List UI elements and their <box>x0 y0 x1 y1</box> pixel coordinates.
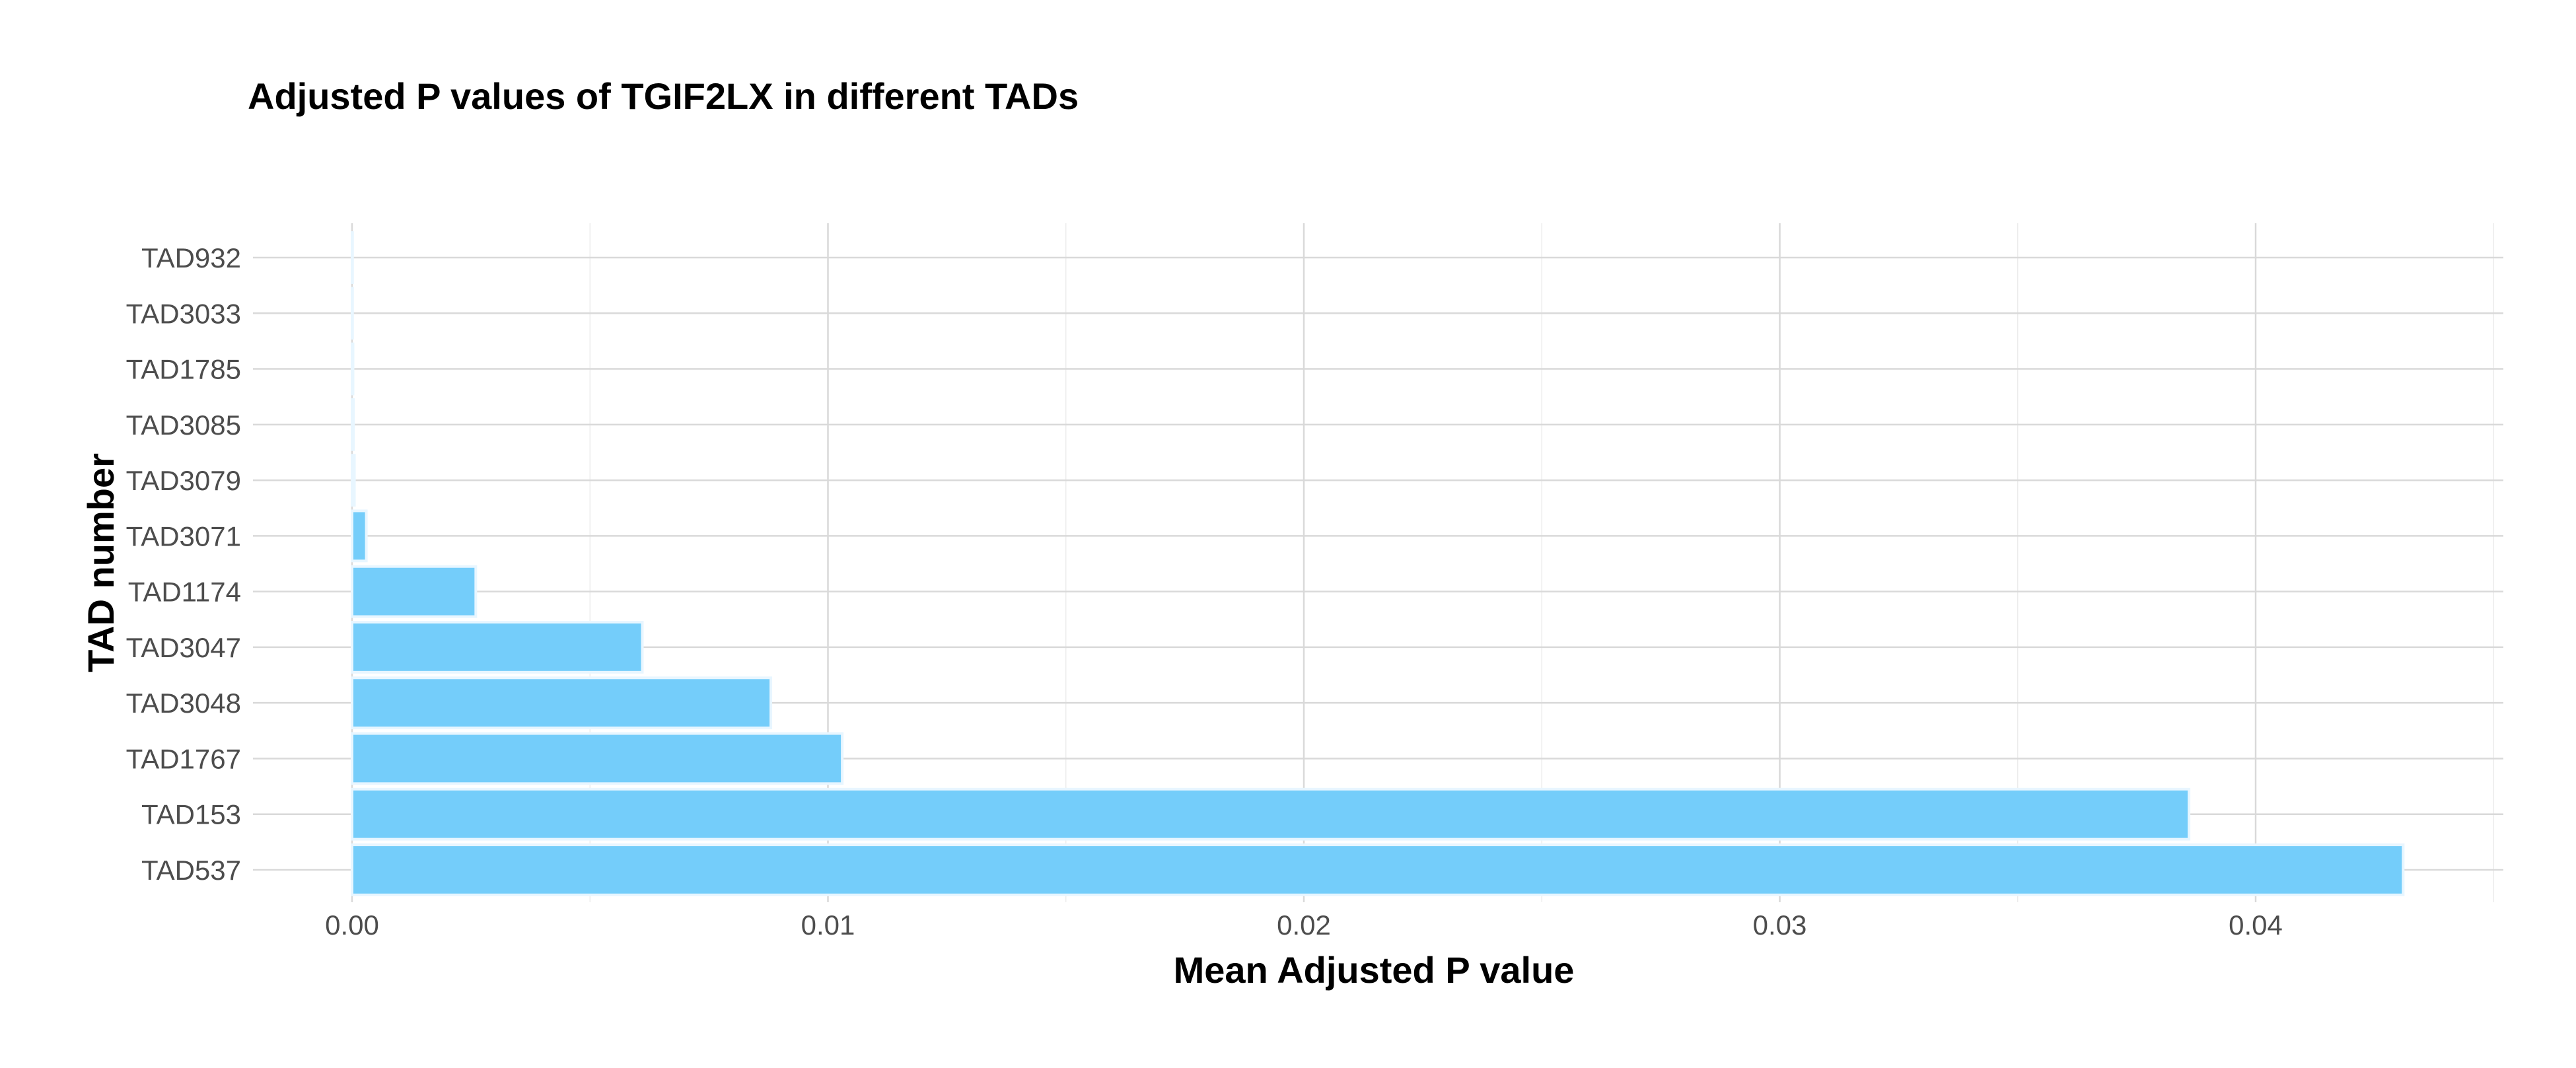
y-tick-label-TAD3047: TAD3047 <box>126 632 241 663</box>
x-tick-labels: 0.00 0.01 0.02 0.03 0.04 <box>325 909 2283 941</box>
y-tick-label-TAD3048: TAD3048 <box>126 688 241 719</box>
x-tick-label-0: 0.00 <box>325 909 379 941</box>
x-tick-label-2: 0.02 <box>1277 909 1331 941</box>
bar-TAD3047 <box>351 620 644 674</box>
x-axis-title: Mean Adjusted P value <box>1174 949 1575 991</box>
bar-TAD3079 <box>351 454 356 507</box>
bar-TAD1174 <box>351 565 478 618</box>
y-tick-label-TAD1767: TAD1767 <box>126 743 241 774</box>
bar-TAD3033 <box>351 287 354 340</box>
bar-TAD1767 <box>351 732 844 785</box>
bar-TAD537 <box>351 843 2405 896</box>
y-axis-title: TAD number <box>80 453 122 672</box>
bar-TAD3085 <box>351 398 355 451</box>
bar-TAD3048 <box>351 676 773 730</box>
y-tick-labels: TAD932 TAD3033 TAD1785 TAD3085 TAD3079 TAD307… <box>126 242 241 886</box>
x-tick-label-3: 0.03 <box>1753 909 1807 941</box>
bars <box>351 231 2405 896</box>
y-tick-label-TAD3033: TAD3033 <box>126 298 241 329</box>
x-tick-label-4: 0.04 <box>2229 909 2283 941</box>
chart-title: Adjusted P values of TGIF2LX in differen… <box>248 75 1079 117</box>
y-tick-label-TAD1174: TAD1174 <box>128 577 241 608</box>
x-tick-label-1: 0.01 <box>801 909 855 941</box>
y-tick-label-TAD932: TAD932 <box>141 242 241 273</box>
y-tick-label-TAD537: TAD537 <box>141 855 241 886</box>
y-tick-label-TAD153: TAD153 <box>141 799 241 830</box>
bar-TAD932 <box>351 231 354 284</box>
y-tick-label-TAD3079: TAD3079 <box>126 465 241 496</box>
y-tick-label-TAD3085: TAD3085 <box>126 409 241 441</box>
bar-TAD153 <box>351 787 2191 841</box>
bar-TAD3071 <box>351 509 368 563</box>
bar-TAD1785 <box>351 342 355 396</box>
y-tick-label-TAD3071: TAD3071 <box>126 520 241 552</box>
y-tick-label-TAD1785: TAD1785 <box>126 354 241 385</box>
